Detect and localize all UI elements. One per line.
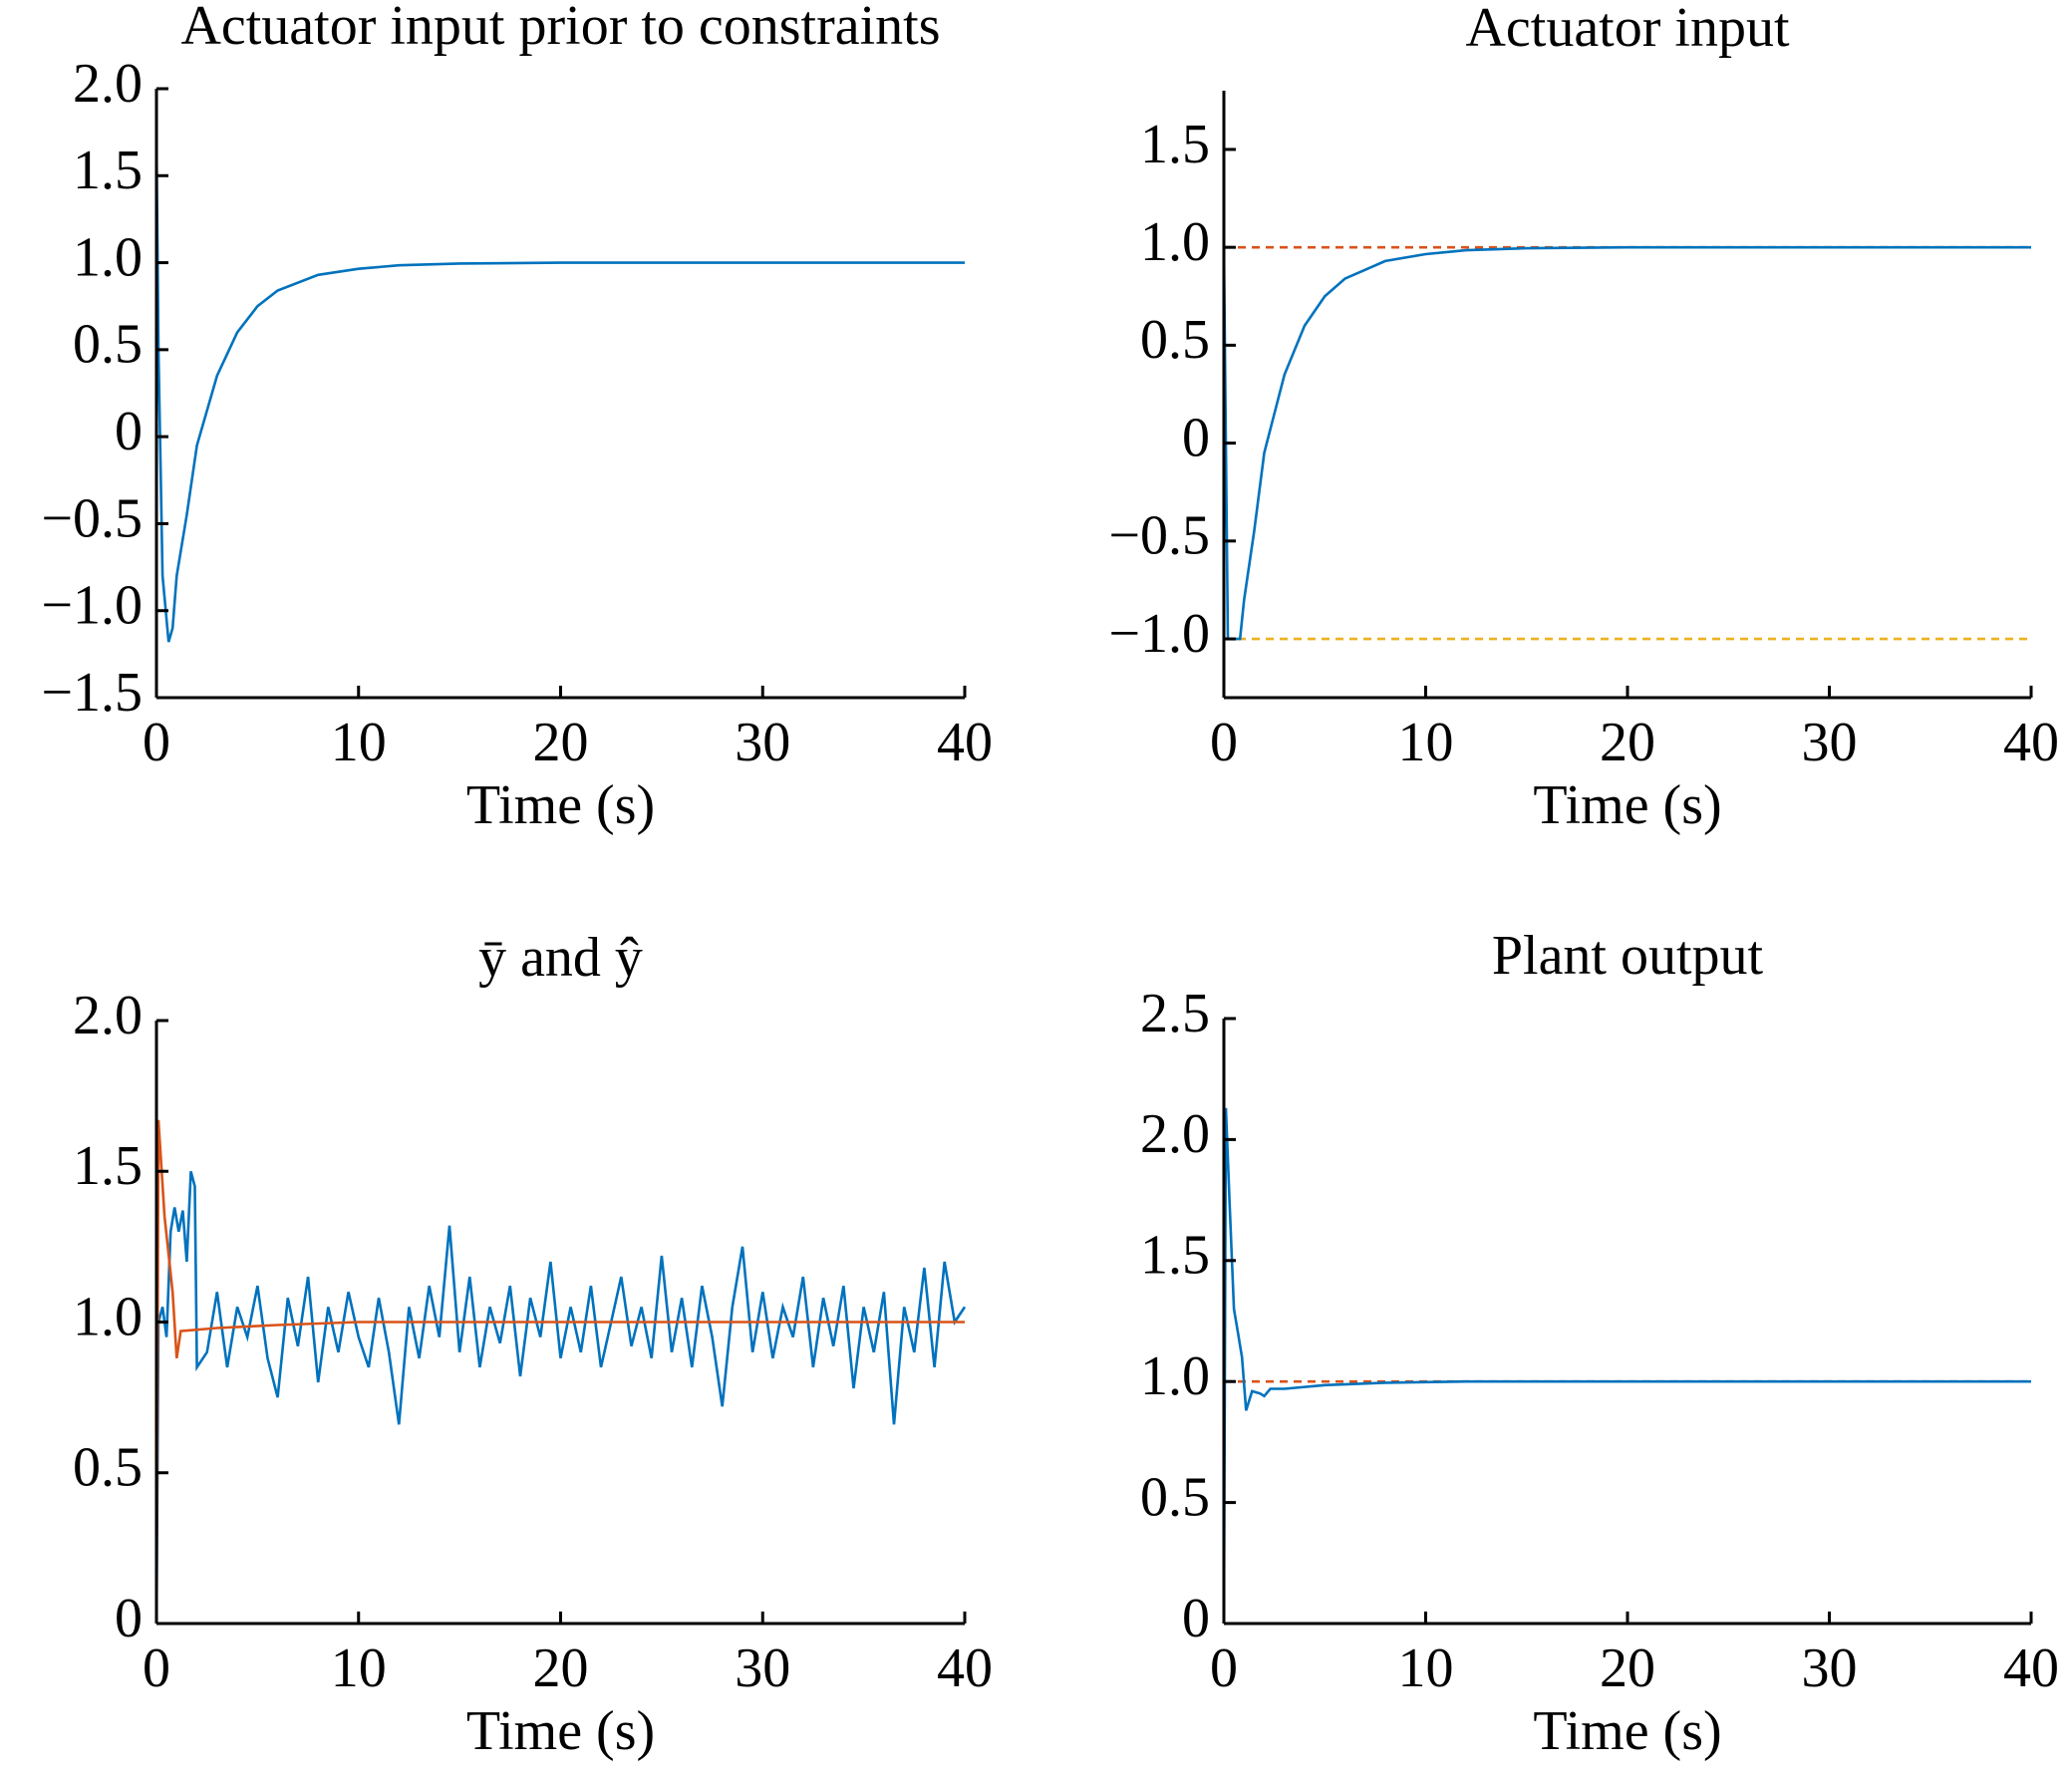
y-tick-label: −0.5 — [41, 487, 143, 549]
x-tick-label: 30 — [1802, 712, 1858, 773]
y-tick-label: 1.0 — [73, 226, 143, 288]
x-tick-label: 20 — [533, 712, 589, 773]
y-tick-label: 1.5 — [73, 140, 143, 201]
x-tick-label: 20 — [1600, 712, 1655, 773]
x-tick-label: 40 — [2003, 712, 2059, 773]
y-tick-label: −1.0 — [1108, 603, 1210, 665]
y-tick-label: −0.5 — [1108, 505, 1210, 567]
x-tick-label: 40 — [2003, 1637, 2059, 1699]
x-axis-label: Time (s) — [1533, 774, 1721, 836]
x-tick-label: 30 — [1802, 1637, 1858, 1699]
y-tick-label: 0.5 — [1140, 309, 1210, 371]
chart-title: Actuator input prior to constraints — [180, 0, 940, 57]
y-tick-label: −1.5 — [41, 662, 143, 724]
chart-title: Actuator input — [1465, 0, 1789, 59]
y-tick-label: 2.0 — [73, 985, 143, 1046]
y-tick-label: 2.0 — [73, 53, 143, 115]
x-tick-label: 10 — [1398, 1637, 1454, 1699]
x-tick-label: 0 — [143, 1637, 170, 1699]
x-axis-label: Time (s) — [466, 1700, 655, 1762]
x-tick-label: 0 — [1210, 1637, 1238, 1699]
x-tick-label: 30 — [735, 712, 790, 773]
data-line — [154, 1170, 967, 1625]
data-line — [154, 141, 965, 643]
x-tick-label: 40 — [937, 1637, 993, 1699]
y-tick-label: −1.0 — [41, 575, 143, 637]
y-tick-label: 1.5 — [1140, 114, 1210, 175]
y-tick-label: 1.0 — [73, 1286, 143, 1347]
x-tick-label: 10 — [331, 712, 387, 773]
y-tick-label: 1.0 — [1140, 211, 1210, 273]
data-line — [1222, 245, 2031, 641]
x-axis-label: Time (s) — [466, 774, 655, 836]
y-tick-label: 0.5 — [1140, 1466, 1210, 1528]
x-tick-label: 40 — [937, 712, 993, 773]
y-tick-label: 0 — [1182, 407, 1210, 468]
x-axis-label: Time (s) — [1533, 1700, 1721, 1762]
y-tick-label: 2.5 — [1140, 983, 1210, 1044]
data-line — [1222, 1107, 2031, 1625]
y-tick-label: 0 — [115, 401, 143, 462]
x-tick-label: 20 — [1600, 1637, 1655, 1699]
y-tick-label: 1.5 — [1140, 1225, 1210, 1287]
x-tick-label: 20 — [533, 1637, 589, 1699]
x-tick-label: 0 — [1210, 712, 1238, 773]
y-tick-label: 0.5 — [73, 1437, 143, 1499]
data-line — [154, 1119, 965, 1625]
y-tick-label: 2.0 — [1140, 1103, 1210, 1165]
y-tick-label: 0 — [115, 1588, 143, 1649]
x-tick-label: 10 — [1398, 712, 1454, 773]
x-tick-label: 30 — [735, 1637, 790, 1699]
y-tick-label: 1.5 — [73, 1135, 143, 1197]
y-tick-label: 0 — [1182, 1588, 1210, 1649]
x-tick-label: 10 — [331, 1637, 387, 1699]
chart-title: Plant output — [1492, 925, 1764, 987]
y-tick-label: 0.5 — [73, 314, 143, 376]
x-tick-label: 0 — [143, 712, 170, 773]
chart-title: ȳ and ŷ — [478, 927, 643, 989]
y-tick-label: 1.0 — [1140, 1345, 1210, 1407]
